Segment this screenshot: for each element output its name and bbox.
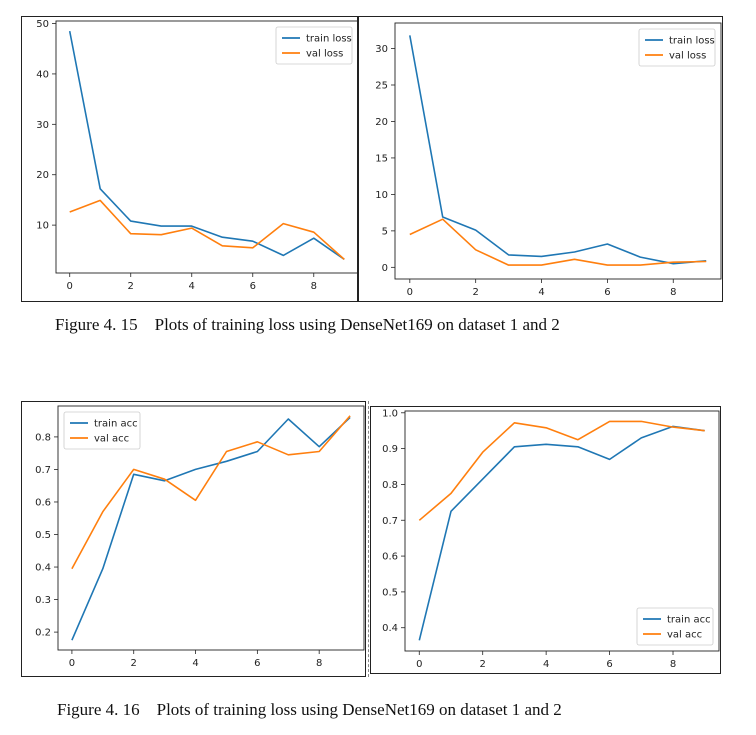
x-tick-label: 8: [311, 281, 317, 292]
x-tick-label: 2: [131, 658, 137, 669]
legend-box: [275, 26, 353, 65]
x-tick-label: 6: [254, 658, 260, 669]
x-tick-label: 0: [67, 281, 73, 292]
legend: train loss val loss: [638, 28, 716, 67]
x-tick-label: 4: [538, 287, 544, 298]
series-line-train-acc: [71, 416, 351, 641]
y-tick-label: 0.5: [35, 530, 51, 541]
panel-divider: [368, 401, 369, 677]
y-tick-label: 5: [382, 226, 388, 237]
legend-box: [63, 411, 141, 450]
series-line-val-loss: [69, 199, 345, 260]
legend: train acc val acc: [636, 607, 714, 646]
y-tick-label: 0.6: [35, 497, 51, 508]
y-tick-label: 20: [36, 170, 49, 181]
legend: train acc val acc: [63, 411, 141, 450]
y-tick-label: 0.4: [382, 623, 398, 634]
x-tick-label: 6: [606, 659, 612, 670]
x-tick-label: 8: [670, 659, 676, 670]
y-tick-label: 0.3: [35, 595, 51, 606]
x-tick-label: 0: [416, 659, 422, 670]
x-tick-label: 0: [69, 658, 75, 669]
legend-label: train loss: [306, 34, 352, 45]
plot-frame: [57, 405, 365, 651]
y-tick-label: 0.8: [35, 432, 51, 443]
legend-label: train acc: [94, 419, 138, 430]
series-line-train-loss: [68, 30, 345, 261]
y-tick-label: 30: [36, 120, 49, 131]
chart-svg: 0 2 4 6 8 0 5 10 15 20 25 30 train loss val loss: [375, 22, 722, 298]
x-tick-label: 2: [480, 659, 486, 670]
x-tick-label: 6: [604, 287, 610, 298]
y-tick-label: 0.8: [382, 480, 398, 491]
y-tick-label: 20: [375, 117, 388, 128]
x-tick-label: 6: [250, 281, 256, 292]
series-line-val-acc: [71, 415, 351, 570]
chart-svg: 0 2 4 6 8 0.2 0.3 0.4 0.5 0.6 0.7 0.8 train acc val a…: [35, 405, 365, 669]
legend-label: val acc: [667, 630, 702, 641]
y-tick-label: 0.2: [35, 628, 51, 639]
legend-label: train acc: [667, 615, 711, 626]
legend-label: train loss: [669, 36, 715, 47]
y-tick-label: 15: [375, 153, 388, 164]
plot-frame: [404, 410, 720, 652]
y-tick-label: 0.7: [382, 516, 398, 527]
y-tick-label: 0.7: [35, 465, 51, 476]
y-tick-label: 30: [375, 44, 388, 55]
legend-box: [638, 28, 716, 67]
legend-label: val loss: [669, 51, 706, 62]
y-tick-label: 25: [375, 80, 388, 91]
x-tick-label: 2: [472, 287, 478, 298]
x-tick-label: 4: [192, 658, 198, 669]
x-tick-label: 4: [543, 659, 549, 670]
figure-caption-4-16: Figure 4. 16 Plots of training loss usin…: [57, 700, 562, 719]
y-tick-label: 40: [36, 69, 49, 80]
chart-panel-loss-dataset2: 0 2 4 6 8 0 5 10 15 20 25 30 train loss val loss: [358, 16, 723, 302]
legend-label: val acc: [94, 434, 129, 445]
legend-box: [636, 607, 714, 646]
legend: train loss val loss: [275, 26, 353, 65]
y-tick-label: 0.4: [35, 563, 51, 574]
series-line-val-acc: [418, 420, 705, 521]
series-line-train-loss: [409, 35, 707, 265]
chart-panel-loss-dataset1: 0 2 4 6 8 10 20 30 40 50 train loss val loss: [21, 16, 358, 302]
legend-label: val loss: [306, 49, 343, 60]
series-line-train-acc: [418, 425, 705, 641]
y-tick-label: 50: [36, 19, 49, 30]
figure-caption-4-15: Figure 4. 15 Plots of training loss usin…: [55, 315, 560, 334]
chart-panel-acc-dataset2: 0 2 4 6 8 0.4 0.5 0.6 0.7 0.8 0.9 1.0 train acc val a…: [370, 406, 721, 674]
x-tick-label: 4: [189, 281, 195, 292]
y-tick-label: 0.6: [382, 552, 398, 563]
y-tick-label: 0: [382, 263, 388, 274]
plot-frame: [55, 20, 357, 274]
chart-svg: 0 2 4 6 8 10 20 30 40 50 train loss val loss: [36, 19, 357, 292]
x-tick-label: 2: [128, 281, 134, 292]
x-tick-label: 0: [407, 287, 413, 298]
plot-frame: [394, 22, 722, 280]
series-line-val-loss: [409, 218, 707, 266]
y-tick-label: 10: [375, 190, 388, 201]
y-tick-label: 10: [36, 221, 49, 232]
x-tick-label: 8: [316, 658, 322, 669]
chart-svg: 0 2 4 6 8 0.4 0.5 0.6 0.7 0.8 0.9 1.0 train acc val a…: [382, 408, 720, 670]
y-tick-label: 0.5: [382, 587, 398, 598]
y-tick-label: 1.0: [382, 408, 398, 419]
y-tick-label: 0.9: [382, 444, 398, 455]
chart-panel-acc-dataset1: 0 2 4 6 8 0.2 0.3 0.4 0.5 0.6 0.7 0.8 train acc val a…: [21, 401, 366, 677]
x-tick-label: 8: [670, 287, 676, 298]
